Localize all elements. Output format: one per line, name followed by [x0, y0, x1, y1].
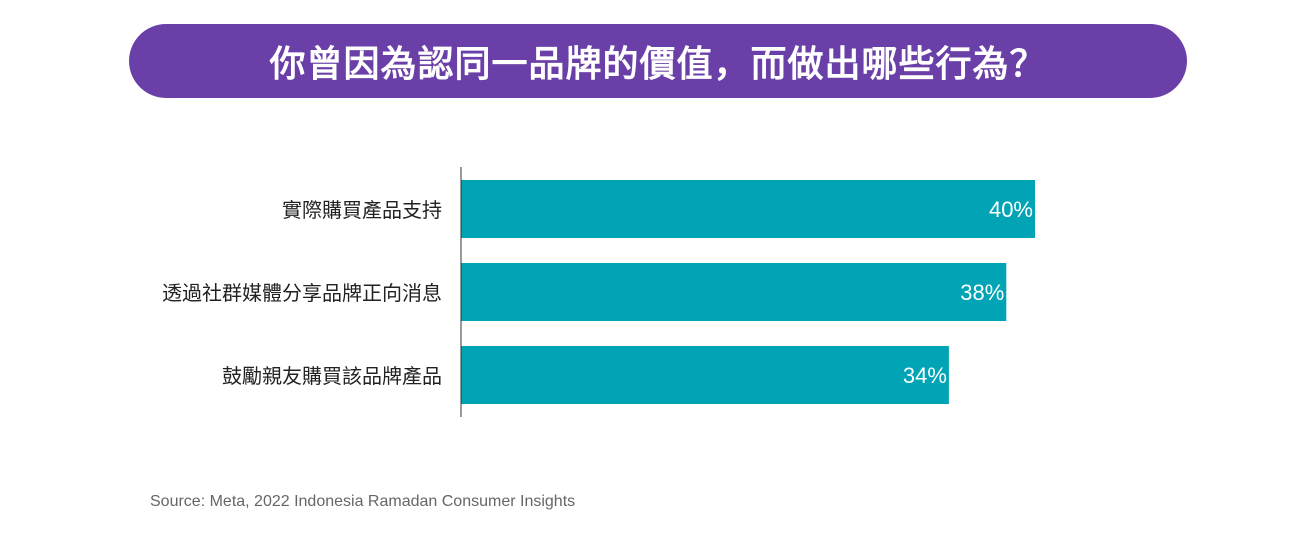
- source-note: Source: Meta, 2022 Indonesia Ramadan Con…: [150, 493, 576, 510]
- category-label-1: 實際購買產品支持: [282, 198, 442, 222]
- bar-2: [461, 263, 1007, 321]
- category-label-2: 透過社群媒體分享品牌正向消息: [162, 281, 442, 305]
- bar-1: [461, 180, 1035, 238]
- value-label-3: 34%: [903, 363, 947, 388]
- title-banner: 你曾因為認同一品牌的價值，而做出哪些行為？: [129, 24, 1187, 98]
- category-label-3: 鼓勵親友購買該品牌產品: [222, 364, 442, 388]
- chart-title: 你曾因為認同一品牌的價值，而做出哪些行為？: [269, 44, 1047, 85]
- value-label-2: 38%: [960, 280, 1004, 305]
- value-label-1: 40%: [989, 197, 1033, 222]
- bar-3: [461, 346, 949, 404]
